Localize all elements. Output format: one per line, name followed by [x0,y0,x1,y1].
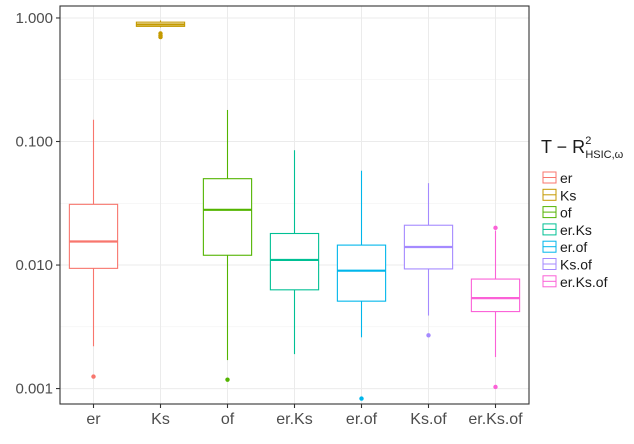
x-axis: er Ks of er.Ks er.of Ks.of er.Ks.of [86,404,523,428]
legend-item-of: of [542,205,572,221]
box-er.of [336,170,387,401]
box-er [68,119,119,379]
box-er.Ks.of [470,225,521,390]
legend-label: er.of [560,239,587,255]
outlier-point [91,374,96,379]
legend-label: er.Ks [560,222,592,238]
iqr-box [470,278,521,313]
outlier-point [158,34,163,40]
legend-item-er: er [542,170,573,186]
iqr-box [68,203,119,269]
y-tick-label: 0.010 [15,257,53,274]
legend-item-Ks.of: Ks.of [542,257,592,273]
legend-label: er [560,170,573,186]
box-er.Ks [269,150,320,355]
outlier-point [359,396,364,401]
legend-title-sub: HSIC,ω [585,149,623,161]
x-tick-label: Ks.of [410,411,447,428]
legend-label: er.Ks.of [560,274,608,290]
x-tick-label: Ks [151,411,170,428]
boxes-layer [68,20,521,401]
outlier-point [426,333,431,338]
box-Ks [135,20,186,40]
x-tick-label: er [86,411,101,428]
legend-title-main: T − R [541,137,585,157]
legend-label: Ks.of [560,257,592,273]
box-of [202,109,253,382]
outlier-point [225,377,230,382]
legend-item-er.Ks.of: er.Ks.of [542,274,608,290]
x-tick-label: er.of [346,411,378,428]
x-tick-label: er.Ks [276,411,312,428]
x-tick-label: of [221,411,235,428]
legend-item-er.of: er.of [542,239,587,255]
outlier-point [493,384,498,390]
iqr-box [269,232,320,291]
legend-label: Ks [560,187,576,203]
y-tick-label: 1.000 [15,10,53,27]
y-axis: 0.001 0.010 0.100 1.000 [15,10,60,398]
outlier-point [493,225,498,231]
y-tick-label: 0.100 [15,134,53,151]
y-tick-label: 0.001 [15,381,53,398]
legend-item-Ks: Ks [542,187,576,203]
iqr-box [202,178,253,256]
legend-title: T − R2 HSIC,ω [541,135,624,161]
legend-item-er.Ks: er.Ks [542,222,592,238]
box-Ks.of [403,183,454,338]
legend-label: of [560,205,572,221]
iqr-box [336,244,387,302]
x-tick-label: er.Ks.of [468,411,523,428]
legend-title-sup: 2 [585,135,591,147]
